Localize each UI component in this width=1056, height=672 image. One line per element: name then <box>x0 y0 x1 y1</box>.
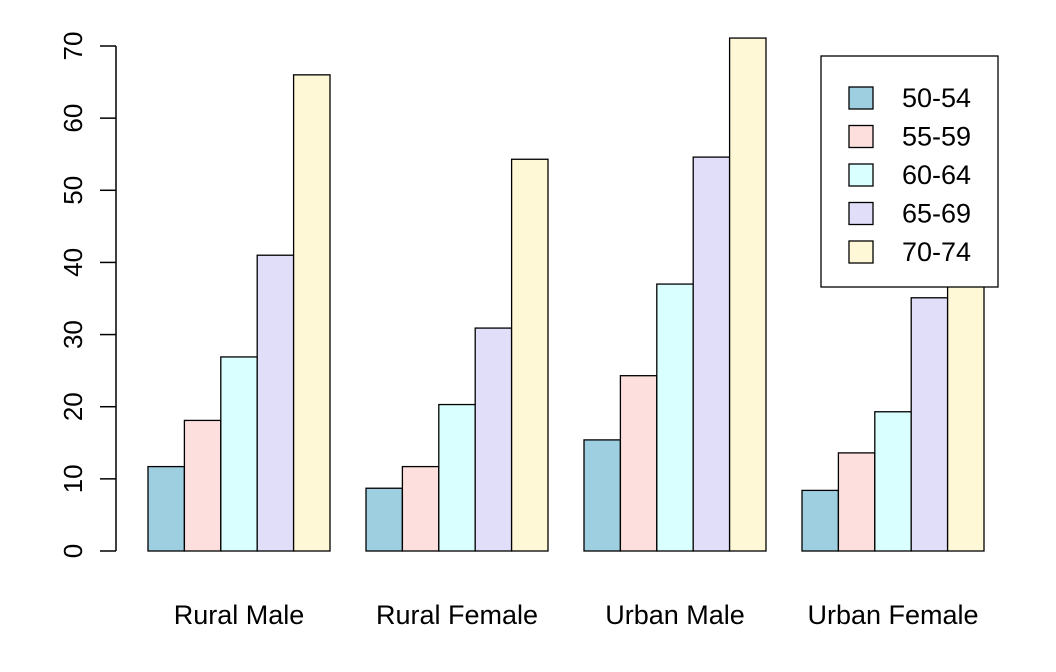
bar-60-64-rural-female <box>438 403 476 552</box>
legend-swatch <box>848 86 874 110</box>
bar-65-69-rural-male <box>256 254 295 552</box>
legend-swatch <box>848 240 874 264</box>
bar-50-54-rural-male <box>147 465 186 552</box>
y-tick-label: 20 <box>58 392 88 421</box>
y-tick-label: 30 <box>58 320 88 349</box>
y-axis: 0 10 20 30 40 50 60 70 <box>58 32 117 558</box>
bar-50-54-urban-female <box>801 489 840 552</box>
y-tick-label: 60 <box>58 104 88 133</box>
x-category-label: Urban Female <box>807 600 978 630</box>
bar-50-54-urban-male <box>583 439 622 552</box>
bar-55-59-urban-male <box>619 375 658 552</box>
bar-65-69-urban-male <box>692 156 731 552</box>
bar-65-69-urban-female <box>910 297 949 552</box>
bars <box>147 37 985 552</box>
legend-label: 60-64 <box>902 160 971 190</box>
y-tick-label: 10 <box>58 464 88 493</box>
x-category-label: Urban Male <box>605 600 745 630</box>
bar-70-74-rural-male <box>292 74 331 552</box>
legend-swatch <box>848 201 874 226</box>
bar-55-59-rural-male <box>183 419 222 552</box>
legend-label: 70-74 <box>902 237 971 267</box>
bar-55-59-urban-female <box>837 452 876 552</box>
bar-65-69-rural-female <box>474 327 513 552</box>
x-axis-labels: Rural Male Rural Female Urban Male Urban Fe… <box>174 600 979 630</box>
bar-55-59-rural-female <box>401 465 440 552</box>
bar-60-64-urban-female <box>874 411 912 552</box>
legend-label: 55-59 <box>902 122 971 152</box>
bar-60-64-rural-male <box>220 356 258 552</box>
legend-swatch <box>848 163 874 187</box>
y-tick-label: 0 <box>58 544 88 558</box>
legend-swatch <box>848 124 874 149</box>
y-tick-label: 50 <box>58 176 88 205</box>
legend: 50-54 55-59 60-64 65-69 70-74 <box>820 55 999 288</box>
bar-70-74-rural-female <box>510 158 549 552</box>
bar-50-54-rural-female <box>365 487 404 552</box>
bar-70-74-urban-male <box>728 37 767 552</box>
x-category-label: Rural Female <box>376 600 538 630</box>
y-tick-label: 40 <box>58 248 88 277</box>
x-category-label: Rural Male <box>174 600 305 630</box>
y-tick-label: 70 <box>58 32 88 61</box>
legend-label: 65-69 <box>902 199 971 229</box>
legend-label: 50-54 <box>902 83 971 113</box>
bar-60-64-urban-male <box>656 283 694 552</box>
